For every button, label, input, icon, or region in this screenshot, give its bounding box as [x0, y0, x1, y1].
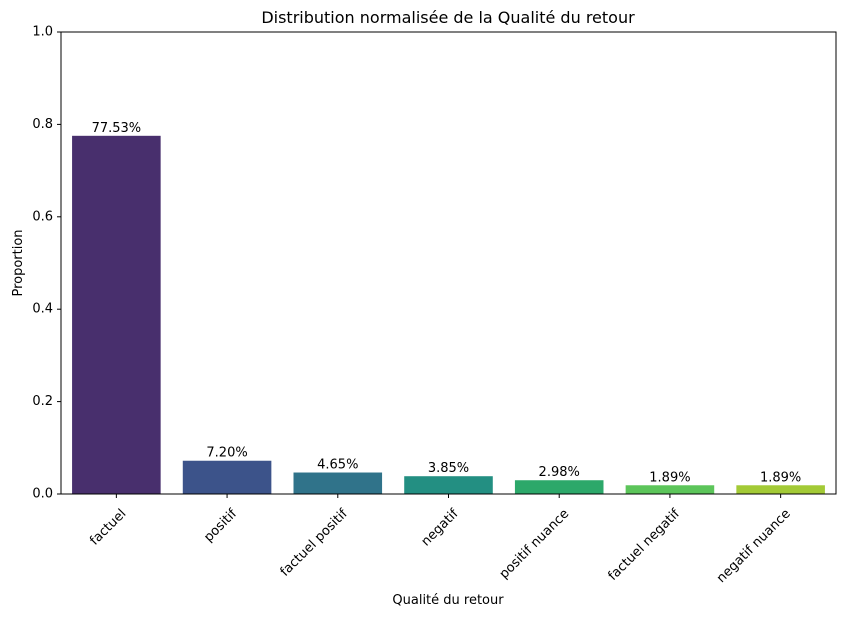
data-label: 1.89% — [649, 470, 690, 485]
data-label: 77.53% — [92, 121, 142, 136]
bars-group — [72, 135, 825, 494]
x-tick-label: factuel — [87, 506, 129, 548]
bar-negatif — [404, 476, 493, 494]
bar-factuel-negatif — [625, 485, 715, 494]
data-label: 1.89% — [760, 470, 801, 485]
y-tick-label: 0.6 — [32, 209, 53, 224]
bar-positif-nuance — [514, 480, 604, 494]
x-tick-label: negatif — [419, 506, 462, 549]
chart-title: Distribution normalisée de la Qualité du… — [261, 8, 635, 27]
bar-negatif-nuance — [736, 485, 825, 494]
plot-frame — [60, 31, 837, 495]
y-tick-label: 0.4 — [32, 302, 53, 317]
y-tick-label: 0.0 — [32, 487, 53, 502]
x-axis: factuel positif factuel positif negatif posi… — [87, 494, 794, 586]
y-tick-label: 0.8 — [32, 117, 53, 132]
data-label: 7.20% — [206, 446, 247, 461]
data-label: 4.65% — [317, 458, 358, 473]
data-label: 3.85% — [428, 461, 469, 476]
x-tick-label: positif — [201, 506, 240, 545]
bar-factuel-positif — [293, 472, 383, 494]
y-axis: 0.0 0.2 0.4 0.6 0.8 1.0 — [32, 25, 61, 502]
x-axis-label: Qualité du retour — [392, 593, 504, 608]
y-tick-label: 0.2 — [32, 394, 53, 409]
x-tick-label: factuel negatif — [606, 506, 684, 584]
x-tick-label: positif nuance — [497, 506, 573, 582]
x-tick-label: negatif nuance — [714, 506, 794, 586]
bar-positif — [182, 460, 272, 494]
data-label: 2.98% — [539, 465, 580, 480]
x-tick-label: factuel positif — [278, 506, 352, 580]
y-axis-label: Proportion — [11, 229, 26, 296]
data-labels-group: 77.53% 7.20% 4.65% 3.85% 2.98% 1.89% 1.89% — [92, 121, 802, 485]
y-tick-label: 1.0 — [32, 25, 53, 40]
bar-factuel — [72, 135, 161, 494]
